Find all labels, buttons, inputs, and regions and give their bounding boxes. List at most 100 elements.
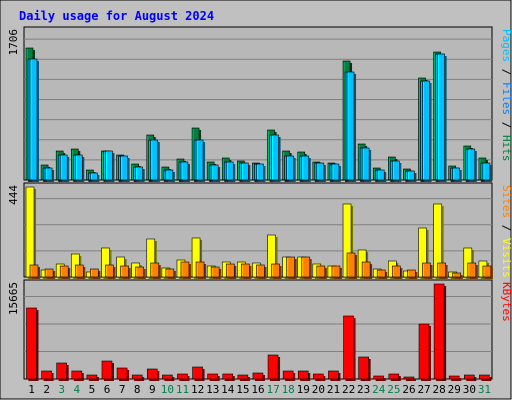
bar-sites-day-24 (376, 269, 388, 279)
x-tick-label-day-8: 8 (134, 383, 141, 396)
bar-sites-day-30-face (467, 262, 477, 278)
bar-pages-day-20-face (316, 162, 325, 181)
bar-pages-day-3 (59, 154, 70, 182)
bar-sites-day-22 (346, 252, 358, 279)
bar-sites-day-28 (437, 262, 448, 279)
x-tick-label-day-9: 9 (149, 383, 156, 396)
bar-sites-day-23 (361, 261, 373, 279)
bar-pages-day-6-face (105, 150, 113, 181)
bar-kbytes-day-18 (282, 370, 296, 381)
bar-kbytes-day-20 (313, 373, 326, 381)
x-tick-label-day-5: 5 (89, 383, 96, 396)
bar-sites-day-18-face (286, 256, 295, 278)
bar-sites-day-23-face (361, 261, 371, 278)
legend-entry: Sites (500, 185, 512, 218)
x-tick-label-day-27: 27 (417, 383, 430, 396)
bar-sites-day-4 (74, 264, 86, 279)
bar-pages-day-2 (44, 167, 55, 182)
bar-kbytes-day-26-face (403, 376, 415, 380)
bar-pages-day-18-face (286, 155, 294, 181)
bar-pages-day-29 (452, 167, 462, 182)
bar-kbytes-day-23-face (358, 356, 369, 380)
bar-kbytes-day-4 (71, 370, 84, 381)
x-tick-label-day-18: 18 (282, 383, 295, 396)
bar-pages-day-7-face (120, 155, 128, 181)
bar-kbytes-day-1-face (26, 307, 37, 380)
bar-kbytes-day-19 (297, 370, 311, 381)
x-tick-label-day-12: 12 (191, 383, 204, 396)
bar-kbytes-day-21-face (328, 370, 339, 380)
bar-sites-day-15 (241, 263, 252, 279)
bar-sites-day-26 (407, 269, 418, 279)
legend-entry: Hits (500, 135, 512, 162)
bar-sites-day-31-face (482, 265, 492, 278)
bar-sites-day-28-face (437, 262, 446, 278)
x-tick-label-day-20: 20 (312, 383, 325, 396)
bar-pages-day-13-face (210, 164, 219, 181)
x-tick-label-day-22: 22 (342, 383, 355, 396)
bar-sites-day-21 (331, 265, 342, 279)
bar-kbytes-day-14-face (222, 373, 234, 380)
x-tick-label-day-7: 7 (119, 383, 126, 396)
legend-entry: Visits (500, 238, 512, 278)
bar-kbytes-day-13 (207, 373, 220, 381)
x-tick-label-day-2: 2 (43, 383, 50, 396)
bar-kbytes-day-23 (358, 356, 371, 381)
x-tick-label-day-30: 30 (463, 383, 476, 396)
bar-kbytes-day-7-face (116, 367, 128, 380)
bar-kbytes-day-30 (464, 374, 477, 381)
bar-kbytes-day-6 (101, 360, 114, 381)
bar-pages-day-6 (105, 150, 115, 182)
bar-pages-day-4-face (74, 154, 83, 181)
bar-kbytes-day-28 (433, 283, 447, 381)
bar-kbytes-day-16 (252, 372, 265, 381)
bar-pages-day-17 (271, 134, 281, 182)
bar-kbytes-day-31-face (479, 374, 490, 380)
bar-kbytes-day-18-face (282, 370, 294, 380)
x-tick-label-day-26: 26 (402, 383, 415, 396)
axis-max-label: 1706 (7, 29, 20, 56)
bar-pages-day-26-face (407, 170, 415, 181)
bar-pages-day-1 (29, 58, 39, 182)
bar-pages-day-20 (316, 162, 326, 182)
bar-pages-day-16 (256, 163, 266, 182)
bar-sites-day-11 (180, 261, 191, 279)
bar-kbytes-day-26 (403, 376, 416, 381)
bar-sites-day-1-face (29, 264, 39, 278)
bar-sites-day-6 (105, 264, 116, 279)
bar-pages-day-9-face (150, 139, 159, 181)
legend-entry: Pages (500, 29, 512, 62)
axis-max-label: 15665 (7, 282, 20, 315)
bar-kbytes-day-31 (479, 374, 492, 381)
bar-pages-day-15 (241, 162, 251, 182)
bar-pages-day-8-face (135, 166, 143, 181)
bar-sites-day-20-face (316, 265, 326, 278)
bar-sites-day-1 (29, 264, 40, 279)
bar-kbytes-day-30-face (464, 374, 475, 380)
x-tick-label-day-3: 3 (58, 383, 65, 396)
x-tick-label-day-6: 6 (104, 383, 111, 396)
x-tick-label-day-24: 24 (372, 383, 386, 396)
bar-pages-day-19 (301, 155, 311, 182)
bar-pages-day-27-face (422, 80, 430, 181)
bar-kbytes-day-9 (146, 368, 160, 381)
bar-sites-day-12-face (195, 261, 205, 278)
bar-kbytes-day-7 (116, 367, 130, 381)
legend-separator: / (500, 218, 512, 238)
x-tick-label-day-11: 11 (176, 383, 189, 396)
bar-sites-day-29 (452, 272, 463, 279)
bar-sites-day-15-face (241, 263, 250, 278)
bar-pages-day-11 (180, 161, 190, 182)
bar-pages-day-30-face (467, 148, 476, 181)
bar-kbytes-day-15 (237, 374, 250, 381)
bar-kbytes-day-21 (328, 370, 341, 381)
bar-pages-day-18 (286, 155, 296, 182)
bar-pages-day-22 (346, 71, 357, 182)
bar-kbytes-day-17-face (267, 354, 279, 380)
bar-kbytes-day-8-face (131, 374, 143, 380)
bar-sites-day-3 (59, 265, 71, 279)
bar-sites-day-10-face (165, 268, 175, 278)
bar-pages-day-16-face (256, 163, 264, 181)
bar-kbytes-day-29-shadow (451, 378, 462, 381)
